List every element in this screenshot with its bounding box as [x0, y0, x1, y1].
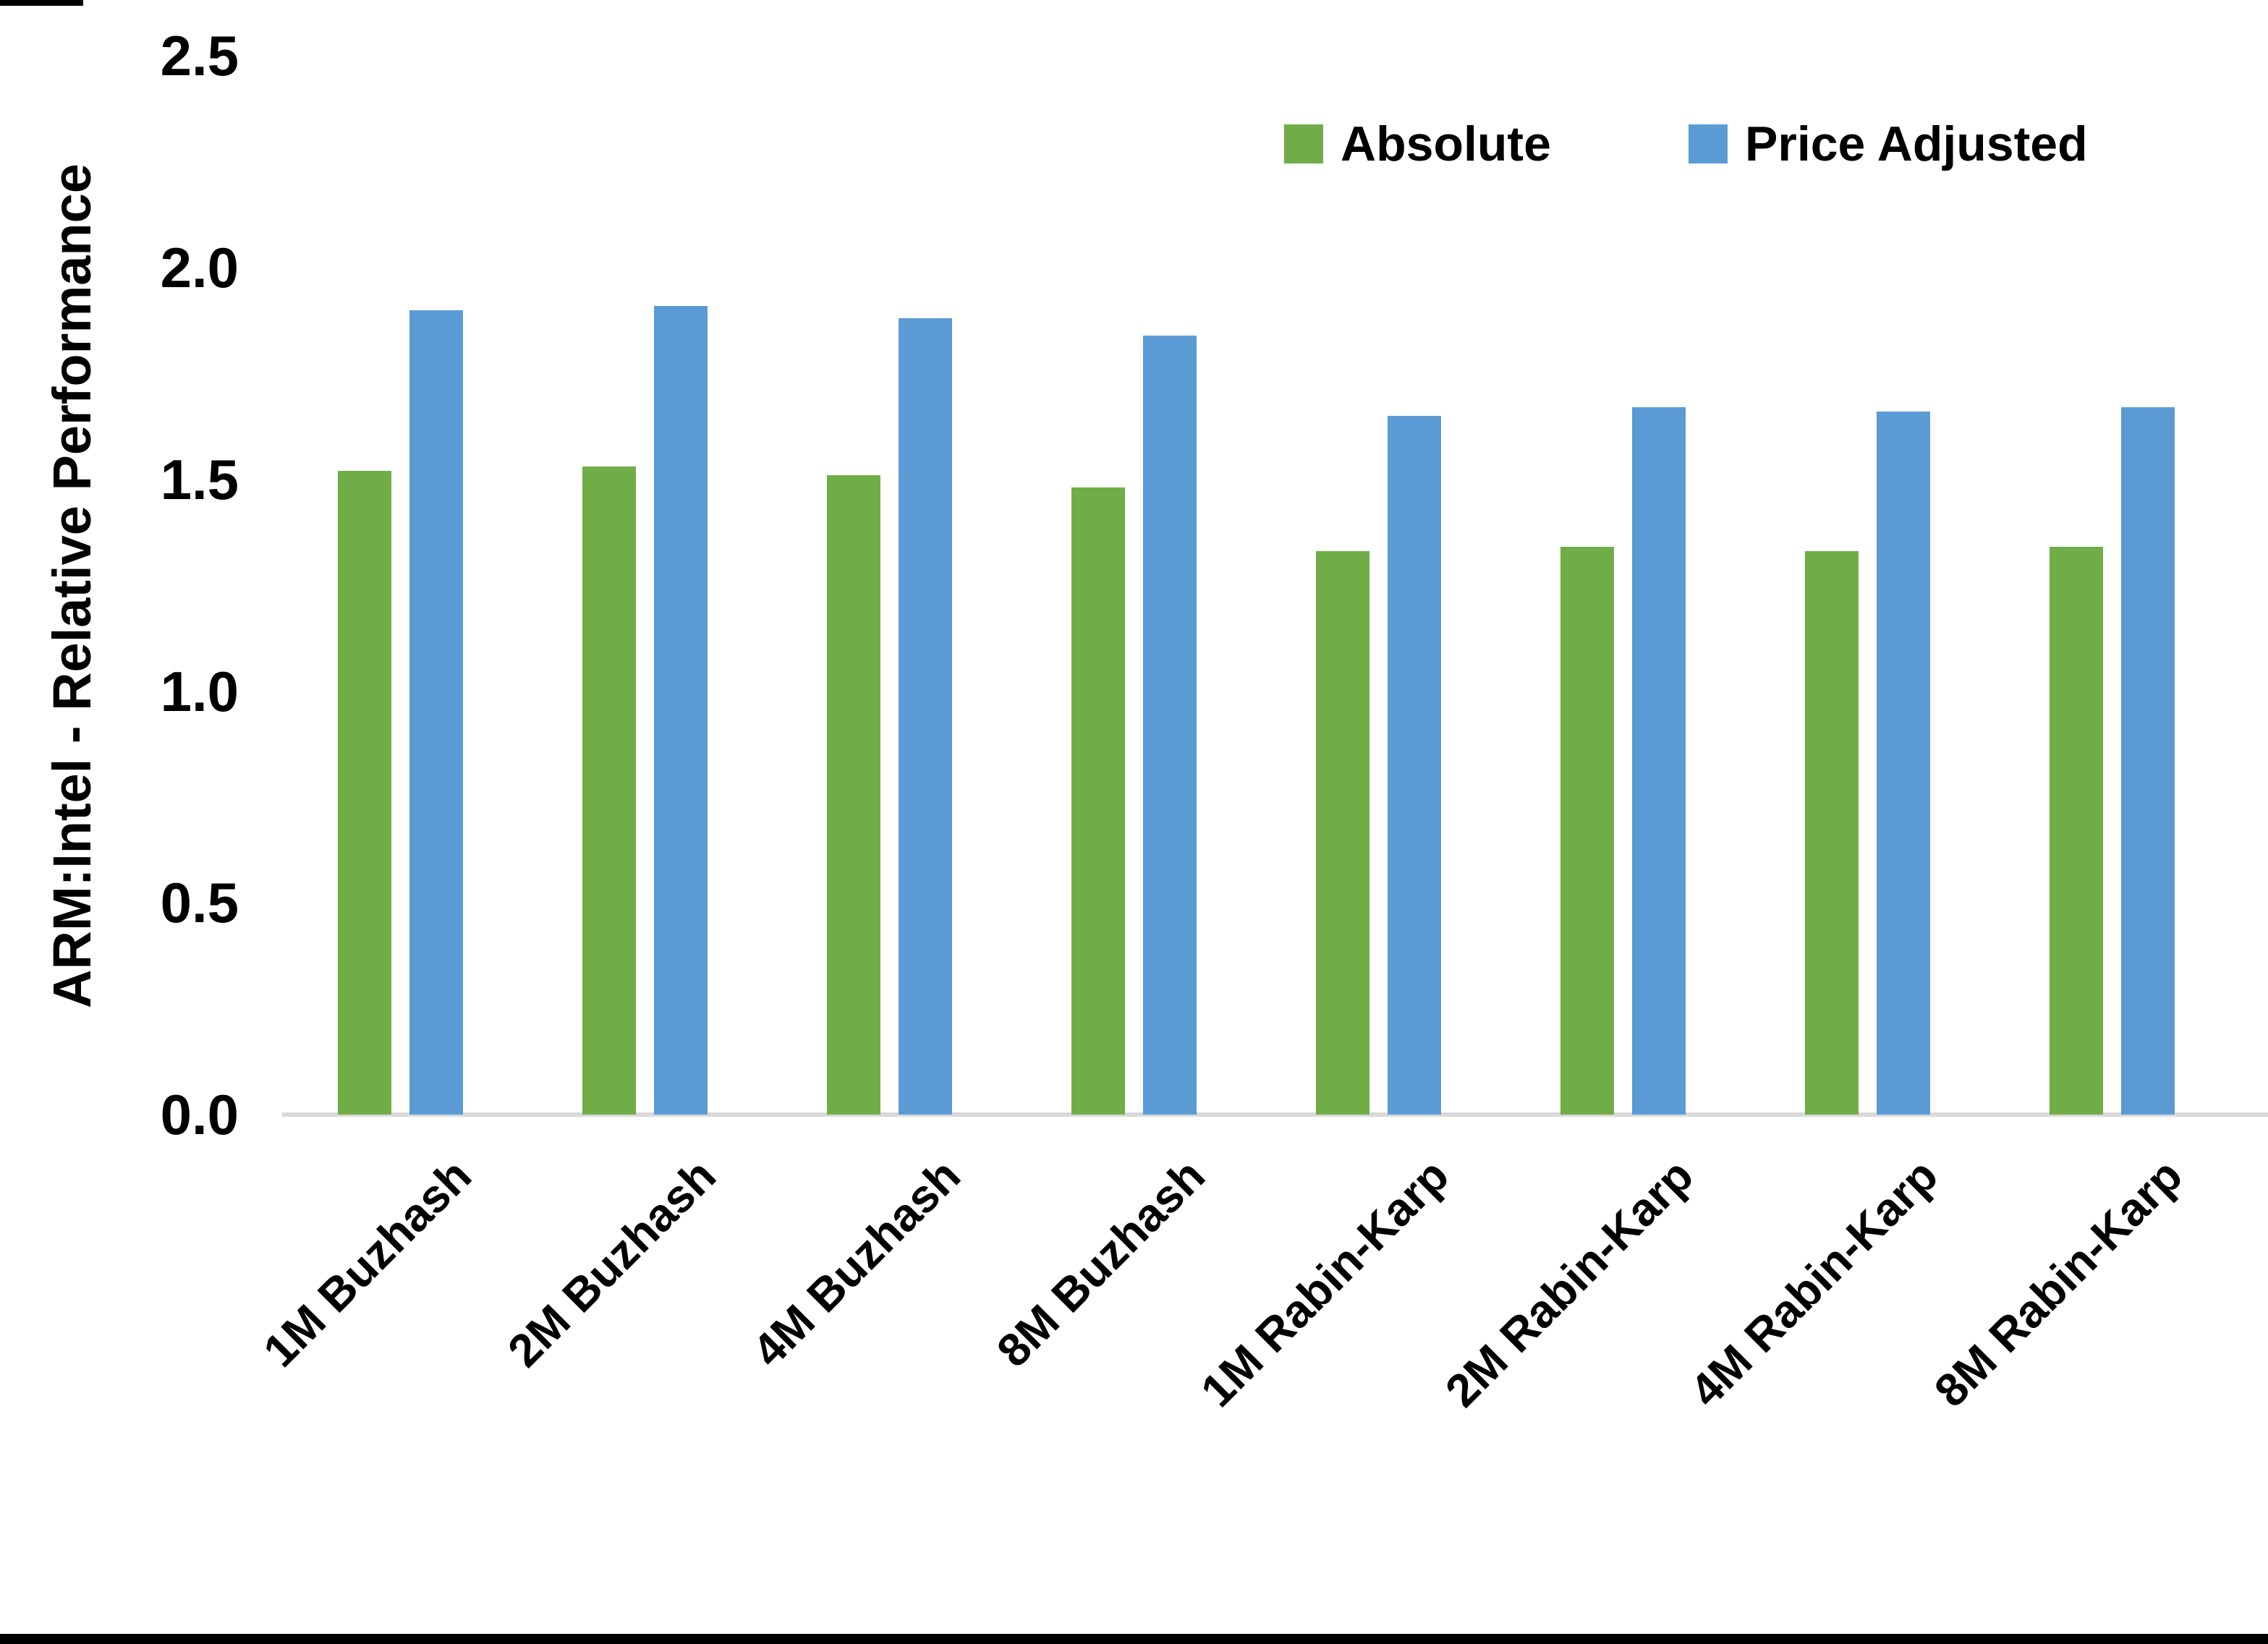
bar-absolute-4m-rabin-karp	[1805, 551, 1859, 1115]
bar-absolute-2m-rabin-karp	[1560, 547, 1614, 1115]
bar-price-adjusted-8m-buzhash	[1143, 336, 1197, 1115]
y-tick-1.5: 1.5	[160, 448, 239, 511]
x-label-4m-buzhash: 4M Buzhash	[742, 1149, 970, 1377]
y-tick-2.0: 2.0	[160, 236, 239, 299]
bottom-border	[0, 1634, 2268, 1644]
bar-price-adjusted-8m-rabin-karp	[2121, 407, 2175, 1115]
legend-label-price-adjusted: Price Adjusted	[1745, 116, 2088, 171]
top-left-border-fragment	[0, 0, 83, 6]
bar-absolute-2m-buzhash	[582, 467, 636, 1115]
bar-absolute-4m-buzhash	[827, 475, 880, 1115]
y-tick-0.5: 0.5	[160, 871, 239, 934]
bar-price-adjusted-2m-rabin-karp	[1632, 407, 1686, 1115]
legend-label-absolute: Absolute	[1341, 116, 1551, 171]
x-label-1m-buzhash: 1M Buzhash	[252, 1149, 481, 1377]
bar-price-adjusted-4m-buzhash	[899, 318, 952, 1115]
x-axis-line	[282, 1112, 2268, 1117]
x-label-2m-rabin-karp: 2M Rabin-Karp	[1435, 1149, 1704, 1417]
x-label-2m-buzhash: 2M Buzhash	[497, 1149, 726, 1377]
x-label-1m-rabin-karp: 1M Rabin-Karp	[1191, 1149, 1459, 1417]
x-label-8m-buzhash: 8M Buzhash	[986, 1149, 1215, 1377]
x-label-4m-rabin-karp: 4M Rabin-Karp	[1680, 1149, 1948, 1417]
y-axis-title: ARM:Intel - Relative Performance	[42, 163, 102, 1008]
legend-swatch-price-adjusted-icon	[1689, 124, 1728, 163]
bar-price-adjusted-4m-rabin-karp	[1877, 412, 1930, 1115]
y-tick-1.0: 1.0	[160, 660, 239, 723]
y-tick-0.0: 0.0	[160, 1083, 239, 1146]
bar-absolute-1m-rabin-karp	[1316, 551, 1369, 1115]
bar-price-adjusted-1m-buzhash	[409, 310, 463, 1115]
y-tick-2.5: 2.5	[160, 24, 239, 88]
bar-price-adjusted-1m-rabin-karp	[1388, 416, 1441, 1115]
bar-price-adjusted-2m-buzhash	[654, 306, 708, 1115]
bar-absolute-8m-buzhash	[1071, 487, 1125, 1115]
bar-absolute-8m-rabin-karp	[2050, 547, 2103, 1115]
legend-swatch-absolute-icon	[1284, 124, 1323, 163]
x-label-8m-rabin-karp: 8M Rabin-Karp	[1924, 1149, 2193, 1417]
bar-absolute-1m-buzhash	[338, 471, 391, 1115]
